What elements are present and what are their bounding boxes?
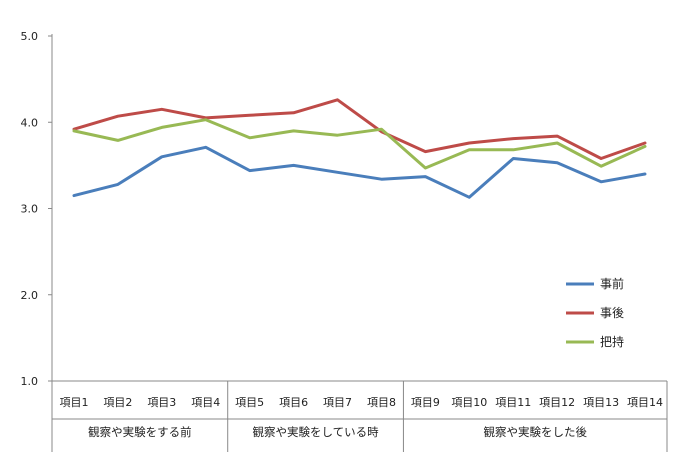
group-label: 観察や実験をしている時 xyxy=(252,425,379,439)
x-tick-label: 項目13 xyxy=(583,396,619,409)
group-label: 観察や実験をする前 xyxy=(88,425,192,439)
x-tick-label: 項目4 xyxy=(191,396,220,409)
y-tick-label: 4.0 xyxy=(21,116,39,129)
x-tick-label: 項目7 xyxy=(323,396,352,409)
x-tick-label: 項目9 xyxy=(411,396,440,409)
x-tick-label: 項目5 xyxy=(235,396,264,409)
x-tick-label: 項目2 xyxy=(103,396,132,409)
y-tick-label: 5.0 xyxy=(21,30,39,43)
y-tick-label: 2.0 xyxy=(21,289,39,302)
group-label: 観察や実験をした後 xyxy=(483,425,587,439)
legend-label: 把持 xyxy=(600,334,624,349)
x-tick-label: 項目6 xyxy=(279,396,308,409)
legend-label: 事前 xyxy=(600,276,624,291)
legend-label: 事後 xyxy=(600,306,624,320)
series-line-1 xyxy=(72,145,647,199)
series-line-2 xyxy=(72,98,647,160)
x-tick-label: 項目1 xyxy=(59,396,88,409)
y-tick-label: 3.0 xyxy=(21,203,39,216)
series-line-3 xyxy=(72,118,647,170)
x-tick-label: 項目11 xyxy=(495,396,531,409)
x-tick-label: 項目8 xyxy=(367,396,396,409)
x-tick-label: 項目10 xyxy=(451,396,487,409)
x-tick-label: 項目3 xyxy=(147,396,176,409)
x-tick-label: 項目14 xyxy=(627,396,663,409)
y-tick-label: 1.0 xyxy=(21,375,39,388)
x-tick-label: 項目12 xyxy=(539,396,575,409)
